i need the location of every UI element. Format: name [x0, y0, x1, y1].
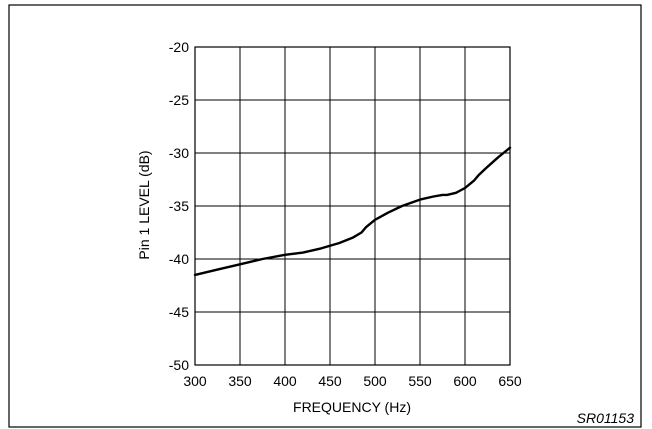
figure-id: SR01153 [577, 410, 635, 426]
y-tick-label: -35 [169, 198, 189, 214]
figure-border [8, 4, 642, 428]
y-tick-label: -40 [169, 251, 189, 267]
x-tick-label: 650 [498, 373, 522, 389]
y-tick-label: -20 [169, 39, 189, 55]
series-line [193, 146, 512, 277]
x-tick-label: 300 [183, 373, 207, 389]
x-tick-label: 600 [453, 373, 477, 389]
plot-area-border [194, 46, 511, 366]
x-axis-title: FREQUENCY (Hz) [293, 399, 411, 415]
y-tick-label: -25 [169, 92, 189, 108]
x-tick-label: 550 [408, 373, 432, 389]
y-tick-label: -30 [169, 145, 189, 161]
x-tick-label: 500 [363, 373, 387, 389]
x-tick-label: 450 [318, 373, 342, 389]
y-axis-tick-labels: -50 -45 -40 -35 -30 -25 -20 [169, 39, 189, 373]
x-tick-label: 400 [273, 373, 297, 389]
data-series [193, 146, 512, 277]
y-tick-label: -45 [169, 304, 189, 320]
x-axis-tick-labels: 300 350 400 450 500 550 600 650 [183, 373, 522, 389]
x-tick-label: 350 [228, 373, 252, 389]
y-tick-label: -50 [169, 357, 189, 373]
grid-lines [194, 46, 511, 366]
y-axis-title: Pin 1 LEVEL (dB) [136, 150, 152, 259]
